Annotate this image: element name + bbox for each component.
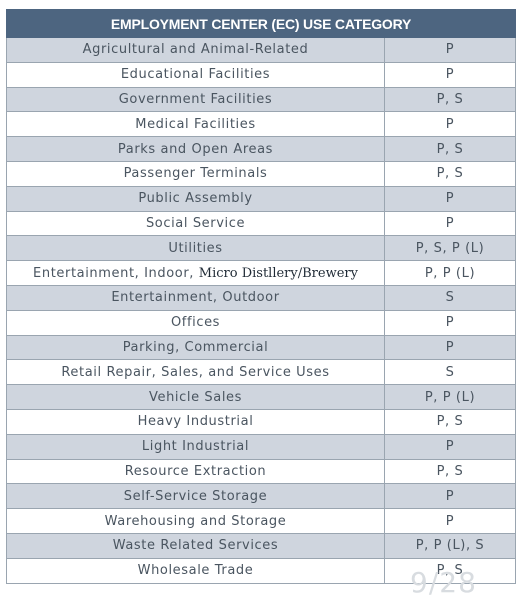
table-row: Utilities P, S, P (L) [6,235,516,262]
table-row: Warehousing and Storage P [6,508,516,534]
use-category-label: Retail Repair, Sales, and Service Uses [61,364,330,380]
table-row: Light Industrial P [6,433,516,460]
permit-type-cell: S [384,284,516,311]
use-category-label: Parks and Open Areas [117,141,274,157]
use-category-label: Waste Related Services [112,538,279,554]
table-row: Resource Extraction P, S [6,458,516,485]
permit-type-cell: P, S [384,408,516,435]
table-row: Public Assembly P [6,185,516,212]
table-row: Self-Service Storage P [6,483,516,510]
use-category-label: Agricultural and Animal-Related [82,42,309,58]
use-category-cell: Social Service [6,210,385,237]
permit-type-cell: P [384,309,516,336]
use-category-table-container: EMPLOYMENT CENTER (EC) USE CATEGORY Agri… [6,9,516,584]
use-category-label: Heavy Industrial [137,414,254,430]
use-category-label: Government Facilities [118,91,273,107]
use-category-label: Self-Service Storage [123,488,268,504]
use-category-cell: Agricultural and Animal-Related [6,37,385,63]
permit-type-cell: P, P (L) [384,384,516,410]
permit-type-cell: P, S [384,458,516,485]
use-category-cell: Warehousing and Storage [6,508,385,534]
use-category-cell: Entertainment, Outdoor [6,284,385,311]
permit-type-cell: P [384,433,516,460]
use-category-label: Resource Extraction [124,463,267,479]
table-row: Social Service P [6,210,516,237]
use-category-label: Offices [170,315,221,331]
use-category-label: Public Assembly [138,191,253,207]
permit-type-cell: P [384,210,516,237]
permit-type-cell: P, P (L), S [384,532,516,559]
table-row: Entertainment, Outdoor S [6,284,516,311]
use-category-cell: Waste Related Services [6,532,385,559]
use-category-label: Medical Facilities [135,116,256,132]
table-row: Vehicle Sales P, P (L) [6,384,516,410]
permit-type-cell: P [384,508,516,534]
use-category-label: Warehousing and Storage [104,513,287,529]
permit-type-cell: S [384,359,516,386]
use-category-label: Light Industrial [141,439,250,455]
use-category-cell: Parking, Commercial [6,334,385,361]
table-row: Agricultural and Animal-Related P [6,37,516,63]
use-category-cell: Parks and Open Areas [6,136,385,162]
use-category-cell: Government Facilities [6,86,385,113]
use-category-label: Wholesale Trade [137,563,254,579]
table-header: EMPLOYMENT CENTER (EC) USE CATEGORY [6,9,516,38]
table-row: Government Facilities P, S [6,86,516,113]
permit-type-cell: P [384,483,516,510]
table-row: Medical Facilities P [6,111,516,138]
table-row: Parks and Open Areas P, S [6,136,516,162]
use-category-table: EMPLOYMENT CENTER (EC) USE CATEGORY Agri… [6,9,516,584]
use-category-label: Educational Facilities [120,67,271,83]
use-category-label: Entertainment, Outdoor [111,290,280,306]
use-category-cell: Light Industrial [6,433,385,460]
use-category-cell: Passenger Terminals [6,160,385,187]
permit-type-cell: P [384,185,516,212]
permit-type-cell: P, S, P (L) [384,235,516,262]
use-category-cell: Vehicle Sales [6,384,385,410]
table-body: Agricultural and Animal-Related P Educatio… [6,37,516,584]
permit-type-cell: P, S [384,557,516,584]
use-category-cell: Utilities [6,235,385,262]
use-category-cell: Medical Facilities [6,111,385,138]
table-row: Retail Repair, Sales, and Service Uses S [6,359,516,386]
permit-type-cell: P [384,334,516,361]
table-row: Waste Related Services P, P (L), S [6,532,516,559]
use-category-label: Utilities [168,240,223,256]
table-row: Heavy Industrial P, S [6,408,516,435]
permit-type-cell: P, P (L) [384,260,516,286]
use-category-cell: Self-Service Storage [6,483,385,510]
use-category-cell: Entertainment, Indoor, Micro Distllery/B… [6,260,385,286]
use-category-cell: Retail Repair, Sales, and Service Uses [6,359,385,386]
table-header-row: EMPLOYMENT CENTER (EC) USE CATEGORY [6,9,516,38]
use-category-cell: Heavy Industrial [6,408,385,435]
use-category-cell: Public Assembly [6,185,385,212]
permit-type-cell: P, S [384,86,516,113]
use-category-cell: Educational Facilities [6,61,385,88]
use-category-cell: Wholesale Trade [6,557,385,584]
permit-type-cell: P [384,37,516,63]
use-category-label: Parking, Commercial [122,339,269,355]
table-row: Offices P [6,309,516,336]
table-row: Parking, Commercial P [6,334,516,361]
table-row: Passenger Terminals P, S [6,160,516,187]
table-row: Educational Facilities P [6,61,516,88]
page-indicator: 9/28 [410,566,477,599]
use-category-label-extra: Micro Distllery/Brewery [198,265,358,281]
permit-type-cell: P [384,111,516,138]
use-category-label: Vehicle Sales [148,389,243,405]
permit-type-cell: P [384,61,516,88]
permit-type-cell: P, S [384,160,516,187]
permit-type-cell: P, S [384,136,516,162]
table-row: Wholesale Trade P, S [6,557,516,584]
use-category-label: Entertainment, Indoor, [33,265,199,281]
table-row: Entertainment, Indoor, Micro Distllery/B… [6,260,516,286]
use-category-cell: Offices [6,309,385,336]
use-category-label: Passenger Terminals [123,166,268,182]
use-category-cell: Resource Extraction [6,458,385,485]
use-category-label: Social Service [145,215,246,231]
